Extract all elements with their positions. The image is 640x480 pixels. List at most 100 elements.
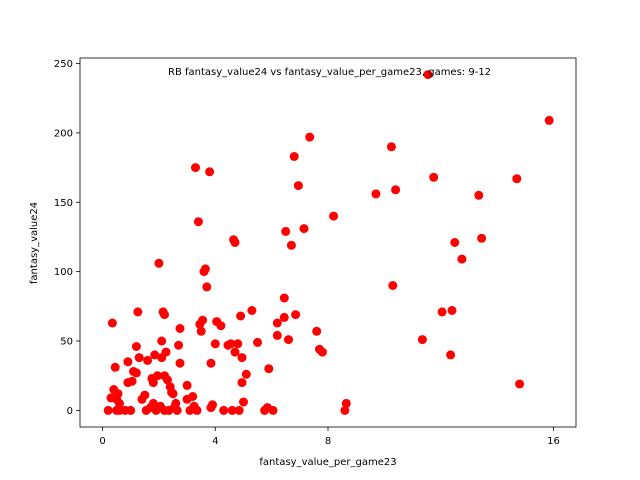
data-point	[429, 172, 439, 182]
y-axis-ticks: 0 50 100 150 200 250	[54, 59, 80, 417]
data-point	[131, 342, 141, 351]
data-point	[417, 335, 427, 345]
data-point	[386, 142, 396, 152]
data-point	[216, 321, 226, 331]
data-point	[153, 371, 162, 381]
data-point	[198, 315, 208, 325]
x-axis-ticks: 0 4 8 16	[99, 427, 560, 447]
data-point	[103, 405, 113, 415]
data-point	[446, 350, 456, 360]
data-point	[107, 318, 117, 328]
data-point	[317, 347, 327, 357]
data-point	[150, 350, 160, 360]
y-tick-label: 250	[54, 59, 73, 70]
data-point	[168, 389, 178, 399]
data-point	[193, 217, 203, 227]
y-tick-label: 50	[60, 336, 73, 347]
data-point	[391, 185, 401, 195]
data-point	[226, 339, 236, 349]
data-point	[237, 378, 247, 388]
data-point	[182, 380, 192, 390]
data-point	[191, 163, 200, 173]
data-point	[233, 339, 243, 349]
data-point	[188, 392, 198, 401]
data-point	[230, 238, 240, 247]
data-point	[305, 132, 315, 142]
data-point	[371, 189, 381, 199]
data-point	[115, 398, 124, 408]
data-point	[162, 375, 172, 385]
data-point	[341, 398, 351, 408]
data-point	[247, 306, 257, 315]
data-point	[291, 310, 301, 320]
data-point	[123, 357, 133, 367]
data-point	[230, 347, 240, 357]
data-point	[289, 152, 299, 161]
data-point	[148, 398, 158, 408]
data-point	[423, 70, 433, 80]
data-point	[219, 405, 229, 415]
data-point	[237, 353, 247, 363]
data-point	[160, 310, 169, 320]
data-point	[241, 369, 251, 379]
data-points	[103, 70, 554, 415]
data-point	[126, 405, 136, 415]
y-tick-label: 100	[54, 267, 73, 278]
data-point	[148, 378, 158, 388]
data-point	[474, 190, 484, 200]
y-tick-label: 0	[67, 406, 73, 417]
data-point	[272, 318, 282, 328]
x-tick-label: 8	[325, 436, 331, 447]
data-point	[206, 358, 216, 368]
data-point	[544, 115, 554, 125]
x-tick-label: 4	[212, 436, 218, 447]
data-point	[477, 233, 487, 243]
data-point	[272, 330, 282, 340]
data-point	[113, 389, 123, 399]
x-tick-label: 0	[99, 436, 105, 447]
data-point	[172, 405, 182, 415]
data-point	[174, 340, 184, 350]
data-point	[299, 224, 309, 234]
data-point	[208, 400, 217, 410]
data-point	[140, 390, 150, 400]
data-point	[236, 311, 246, 321]
y-tick-label: 200	[54, 128, 73, 139]
data-point	[268, 405, 278, 415]
data-point	[175, 358, 185, 368]
data-point	[202, 282, 212, 292]
data-point	[253, 337, 262, 347]
data-point	[340, 405, 350, 415]
data-point	[154, 258, 164, 268]
data-point	[134, 353, 144, 363]
data-point	[200, 264, 210, 274]
chart-title: RB fantasy_value24 vs fantasy_value_per_…	[168, 67, 491, 78]
data-point	[227, 405, 237, 415]
data-point	[264, 364, 274, 374]
data-point	[143, 355, 153, 365]
data-point	[192, 405, 202, 415]
x-axis-label: fantasy_value_per_game23	[259, 457, 396, 468]
data-point	[131, 368, 141, 378]
data-point	[450, 238, 460, 247]
x-tick-label: 16	[547, 436, 560, 447]
data-point	[284, 335, 293, 345]
data-point	[279, 312, 289, 322]
data-point	[457, 254, 467, 264]
data-point	[234, 405, 244, 415]
data-point	[515, 379, 525, 389]
data-point	[175, 324, 185, 333]
data-point	[329, 211, 339, 221]
data-point	[205, 167, 215, 177]
y-axis-label: fantasy_value24	[29, 202, 40, 284]
data-point	[210, 339, 220, 349]
data-point	[161, 347, 171, 357]
y-tick-label: 150	[54, 198, 73, 209]
data-point	[447, 306, 457, 315]
data-point	[437, 307, 447, 317]
data-point	[388, 281, 398, 290]
data-point	[312, 326, 322, 336]
data-point	[512, 174, 522, 184]
